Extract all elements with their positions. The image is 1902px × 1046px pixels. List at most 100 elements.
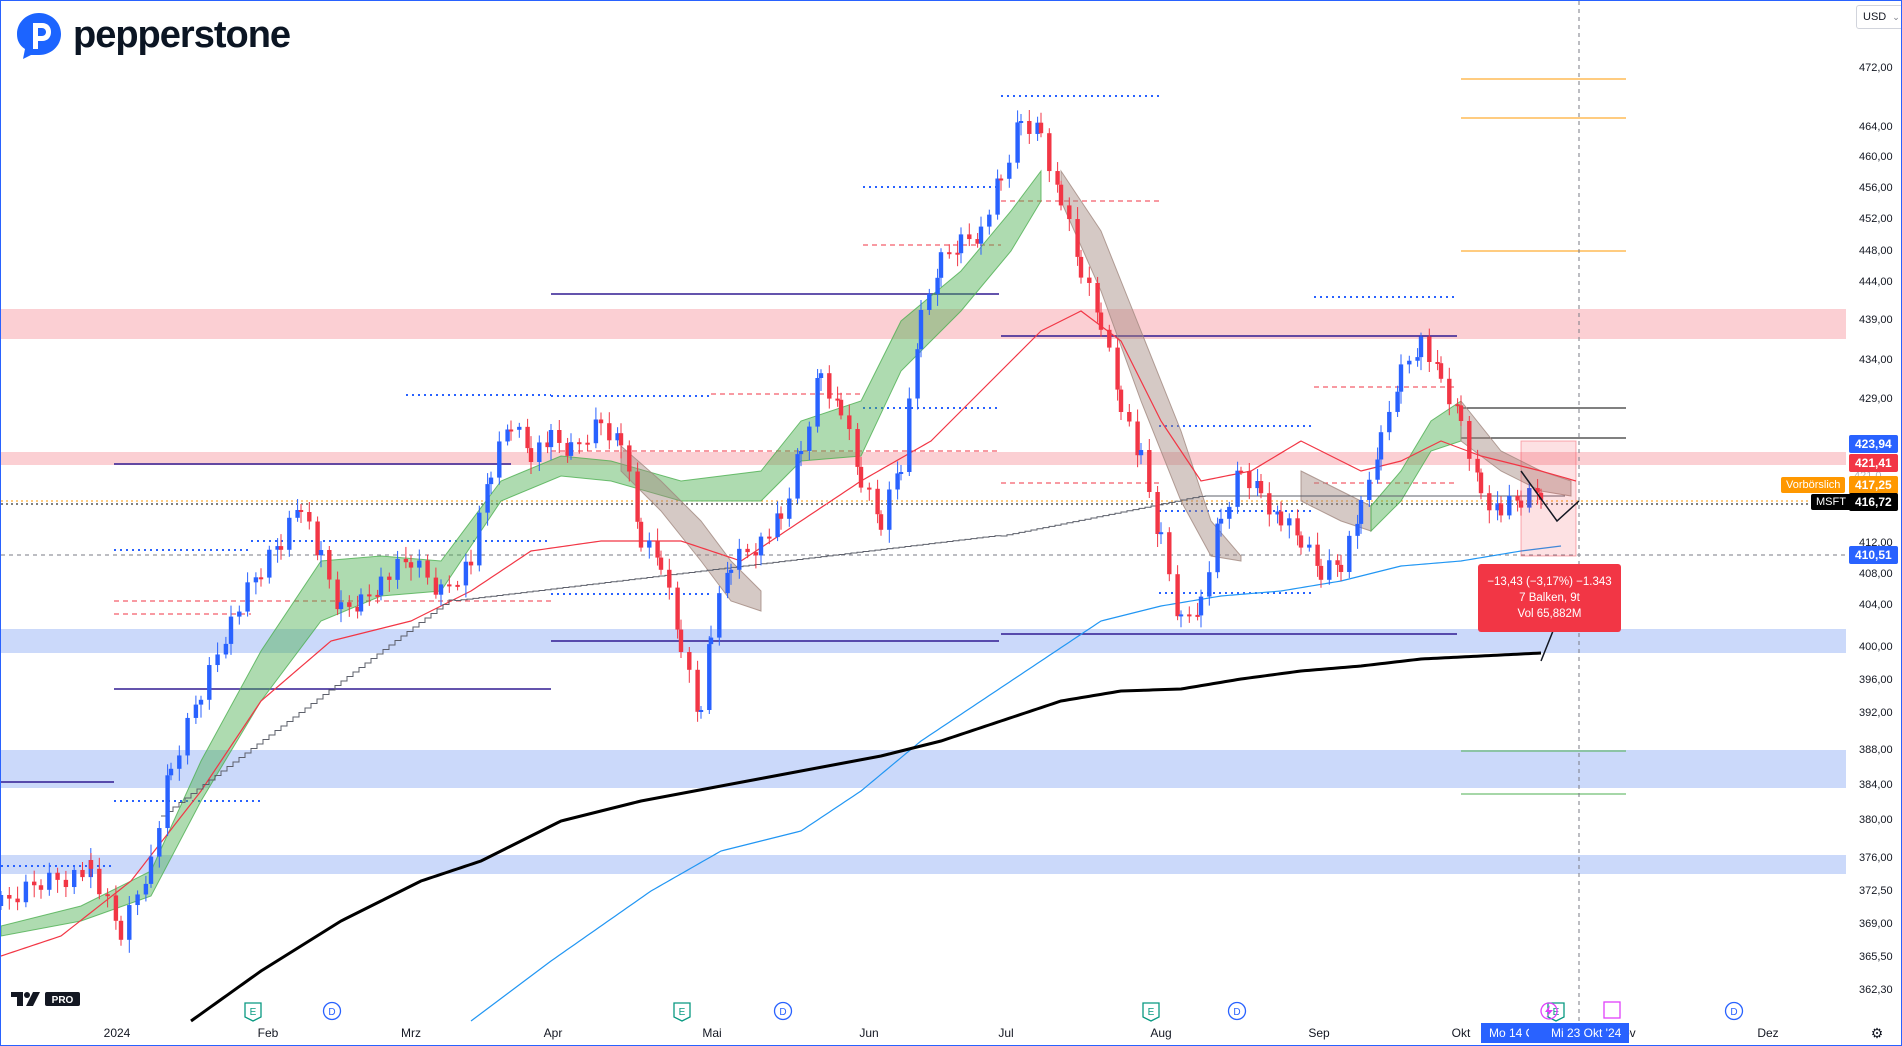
- candle-body: [1038, 122, 1044, 134]
- candle-body: [455, 584, 460, 587]
- candle-body: [867, 487, 872, 490]
- candle-body: [753, 552, 759, 556]
- candle-body: [1338, 564, 1344, 572]
- candle-body: [895, 473, 900, 490]
- earnings-marker-icon[interactable]: E: [673, 1002, 691, 1022]
- price-tag-pre-market: 417,25: [1849, 476, 1898, 494]
- candle-body: [168, 768, 174, 776]
- candle-body: [135, 894, 140, 906]
- candle-body: [1135, 421, 1140, 456]
- candle-body: [143, 883, 149, 895]
- price-axis-label: 396,00: [1859, 674, 1893, 686]
- candle-body: [1375, 459, 1380, 480]
- candle-body: [1475, 458, 1480, 473]
- candle-body: [1155, 492, 1160, 534]
- event-marker-letter: E: [1148, 1007, 1155, 1018]
- candle-body: [148, 856, 154, 884]
- candlestick-series[interactable]: [1, 110, 1544, 953]
- candle-body: [505, 429, 510, 442]
- measure-volume: Vol 65,882M: [1517, 608, 1582, 620]
- price-axis-label: 429,00: [1859, 393, 1893, 405]
- dividend-marker-icon[interactable]: D: [1227, 1001, 1247, 1021]
- candle-body: [1175, 574, 1180, 617]
- earnings-marker-icon[interactable]: E: [244, 1002, 262, 1022]
- tv-pro-label: PRO: [52, 995, 74, 1006]
- candle-body: [1447, 378, 1452, 405]
- dividend-marker-icon[interactable]: D: [1724, 1001, 1744, 1021]
- resistance-zone-lower: [1, 452, 1846, 465]
- candle-body: [1115, 347, 1120, 390]
- price-axis-label: 464,00: [1859, 121, 1893, 133]
- candle-body: [1407, 360, 1412, 365]
- candle-body: [528, 448, 534, 462]
- candle-body: [1178, 614, 1184, 617]
- lightning-event-icon[interactable]: [1540, 1002, 1558, 1020]
- candle-body: [1438, 363, 1444, 379]
- candle-body: [995, 178, 1000, 215]
- earnings-marker-icon[interactable]: E: [1142, 1002, 1160, 1022]
- candle-body: [638, 521, 644, 548]
- candle-body: [915, 349, 920, 399]
- candle-body: [557, 430, 562, 443]
- price-axis-label: 380,00: [1859, 814, 1893, 826]
- candle-body: [1035, 122, 1040, 134]
- candle-body: [1047, 133, 1052, 172]
- price-tag-pre-market-close: 421,41: [1849, 454, 1898, 472]
- candle-body: [687, 652, 692, 670]
- candle-body: [1278, 511, 1284, 526]
- tradingview-logo-icon: PRO: [11, 992, 80, 1006]
- candle-body: [728, 569, 734, 573]
- measure-range-rect[interactable]: [1520, 440, 1577, 557]
- candle-body: [807, 426, 812, 451]
- candle-body: [497, 441, 502, 478]
- event-marker-letter: E: [679, 1007, 686, 1018]
- price-axis-label: 384,00: [1859, 779, 1893, 791]
- candle-body: [1078, 256, 1084, 278]
- price-axis-label: 439,00: [1859, 314, 1893, 326]
- candle-body: [1195, 614, 1200, 617]
- candle-body: [335, 579, 340, 610]
- candle-body: [1298, 535, 1304, 548]
- time-axis-label: Mai: [702, 1026, 722, 1040]
- candle-body: [215, 654, 220, 666]
- price-axis-label: 404,00: [1859, 599, 1893, 611]
- candle-body: [63, 879, 69, 888]
- time-range-start: Mo 14 O: [1481, 1023, 1544, 1043]
- price-axis-label: 452,00: [1859, 213, 1893, 225]
- measure-tooltip: −13,43 (−3,17%) −1.343 7 Balken, 9t Vol …: [1478, 564, 1621, 632]
- candle-body: [1495, 503, 1500, 511]
- candle-body: [157, 828, 162, 857]
- candle-body: [1287, 518, 1292, 526]
- candle-body: [1087, 277, 1092, 283]
- candle-body: [548, 430, 554, 448]
- currency-select[interactable]: USD ⌄: [1856, 5, 1901, 29]
- time-axis-label: Okt: [1451, 1026, 1471, 1040]
- candle-body: [258, 577, 264, 580]
- price-axis-label: 392,00: [1859, 707, 1893, 719]
- dividend-marker-icon[interactable]: D: [322, 1001, 342, 1021]
- price-axis-label: 376,00: [1859, 852, 1893, 864]
- candle-body: [1398, 364, 1404, 392]
- candle-body: [745, 548, 750, 553]
- candle-body: [875, 488, 880, 515]
- candle-body: [1118, 389, 1124, 412]
- candle-body: [838, 399, 844, 416]
- candle-body: [193, 704, 199, 718]
- candle-body: [118, 920, 124, 940]
- upcoming-earnings-marker-icon[interactable]: [1603, 1001, 1621, 1019]
- time-axis-label: Jun: [859, 1026, 879, 1040]
- candle-body: [947, 252, 952, 255]
- candle-body: [1455, 404, 1460, 407]
- time-axis-label: Jul: [998, 1026, 1014, 1040]
- dividend-marker-icon[interactable]: D: [773, 1001, 793, 1021]
- candle-body: [1075, 219, 1080, 257]
- settings-gear-icon[interactable]: ⚙: [1870, 1025, 1884, 1041]
- candle-body: [987, 214, 992, 227]
- candle-body: [593, 419, 599, 444]
- candle-body: [717, 593, 722, 638]
- candle-body: [245, 582, 250, 612]
- candle-body: [508, 429, 514, 432]
- price-axis-label: 434,00: [1859, 354, 1893, 366]
- candle-body: [1147, 450, 1152, 492]
